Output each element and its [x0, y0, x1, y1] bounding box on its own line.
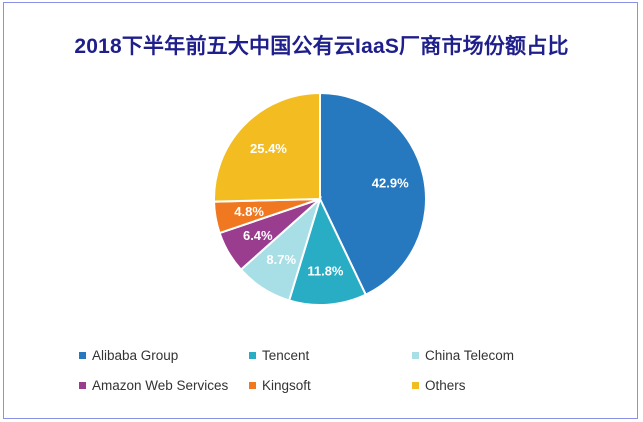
slice-label-kingsoft: 4.8% [234, 204, 264, 219]
legend-label-china-telecom: China Telecom [425, 348, 515, 363]
legend-label-kingsoft: Kingsoft [262, 378, 311, 393]
legend-swatch-alibaba [79, 352, 86, 359]
slice-label-china-telecom: 8.7% [266, 252, 296, 267]
legend-label-aws: Amazon Web Services [92, 378, 229, 393]
legend-label-alibaba: Alibaba Group [92, 348, 179, 363]
legend-swatch-kingsoft [249, 382, 256, 389]
legend-label-others: Others [425, 378, 466, 393]
legend-swatch-aws [79, 382, 86, 389]
legend-swatch-china-telecom [412, 352, 419, 359]
pie-slice-others [213, 91, 321, 203]
chart-title: 2018下半年前五大中国公有云IaaS厂商市场份额占比 [74, 35, 569, 58]
legend-item-aws: Amazon Web Services [79, 378, 228, 393]
slice-label-alibaba: 42.9% [372, 176, 409, 191]
slice-label-tencent: 11.8% [307, 263, 344, 278]
pie-slices [213, 91, 427, 306]
legend-item-kingsoft: Kingsoft [249, 378, 311, 393]
slice-label-aws: 6.4% [243, 228, 273, 243]
legend-item-tencent: Tencent [249, 348, 309, 363]
pie-slice-alibaba [319, 91, 427, 296]
pie-labels: 42.9% 11.8% 8.7% 6.4% 4.8% 25.4% [234, 141, 409, 278]
legend-item-alibaba: Alibaba Group [79, 348, 178, 363]
legend-swatch-tencent [249, 352, 256, 359]
legend-item-others: Others [412, 378, 466, 393]
slice-label-others: 25.4% [250, 141, 287, 156]
legend-item-china-telecom: China Telecom [412, 348, 514, 363]
pie-slice-tencent [287, 196, 368, 306]
legend-label-tencent: Tencent [262, 348, 310, 363]
legend-swatch-others [412, 382, 419, 389]
